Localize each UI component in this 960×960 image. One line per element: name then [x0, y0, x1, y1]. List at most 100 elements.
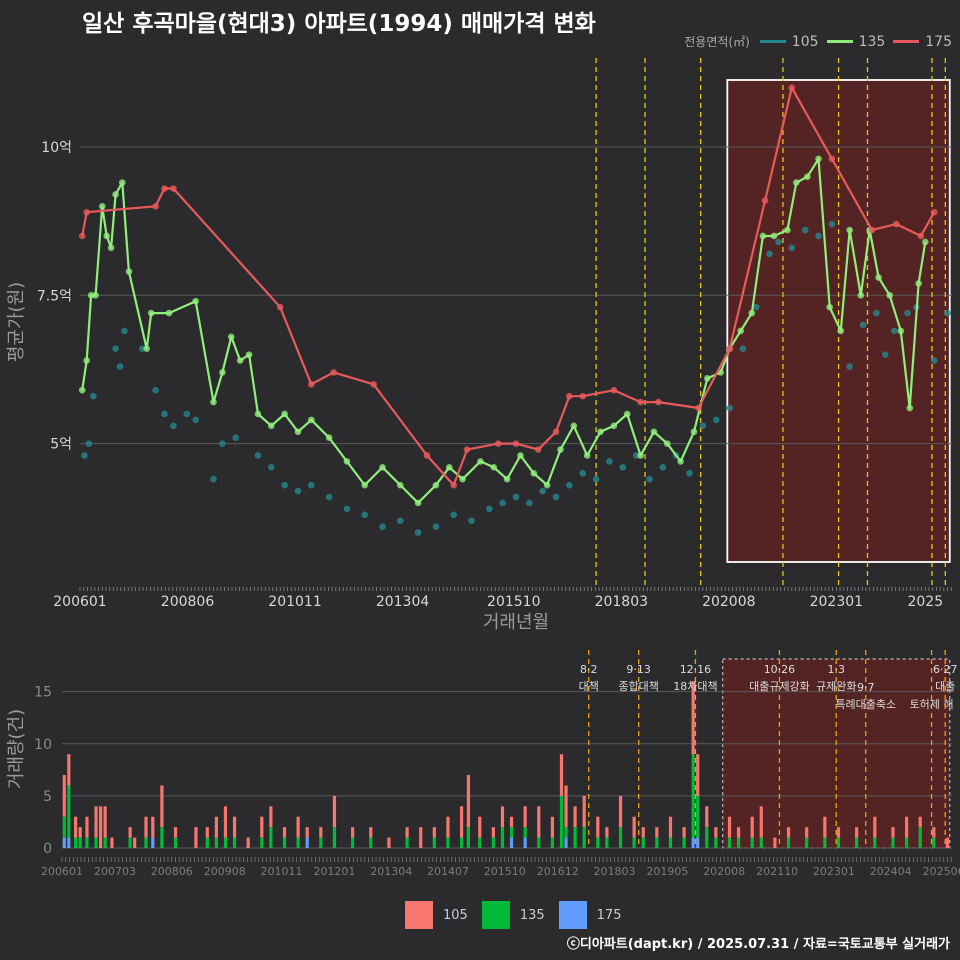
data-point-175	[308, 380, 315, 388]
data-point-105	[752, 303, 760, 311]
bar-segment-135	[405, 837, 409, 848]
data-point-105	[766, 250, 773, 258]
data-point-135	[281, 410, 288, 418]
data-point-175	[893, 220, 900, 228]
bar-segment-135	[103, 837, 107, 848]
bar-x-tick-label: 201905	[646, 865, 688, 878]
bar-x-tick-label: 200703	[94, 865, 136, 878]
data-point-135	[165, 309, 173, 317]
data-point-135	[219, 369, 226, 376]
bar-segment-105	[296, 816, 300, 838]
data-point-135	[804, 173, 811, 180]
bar-segment-105	[823, 816, 827, 838]
bar-legend-item-175: 175	[558, 901, 621, 929]
data-point-105	[254, 452, 262, 459]
bar-segment-105	[67, 754, 71, 786]
bar-segment-105	[110, 837, 114, 848]
event-policy-label: 규제완화	[816, 680, 856, 693]
data-point-135	[826, 303, 833, 311]
bar-segment-135	[351, 837, 355, 848]
bar-segment-135	[500, 827, 505, 848]
bar-legend-label-135: 135	[519, 907, 545, 923]
bar-y-tick-label: 10	[34, 737, 52, 753]
data-point-175	[917, 232, 925, 240]
bar-segment-105	[727, 816, 732, 838]
data-point-135	[78, 386, 86, 394]
data-point-175	[610, 386, 618, 394]
data-point-105	[183, 410, 191, 418]
data-point-175	[552, 428, 560, 436]
bar-segment-105	[282, 827, 287, 838]
bar-segment-105	[478, 816, 482, 838]
bar-segment-135	[736, 837, 741, 848]
bar-x-tick-label: 201510	[484, 865, 526, 878]
bar-segment-135	[369, 837, 373, 848]
data-point-135	[737, 327, 744, 335]
data-point-135	[268, 422, 275, 430]
bar-segment-175	[67, 837, 71, 848]
bar-segment-135	[573, 827, 577, 848]
data-point-105	[526, 499, 533, 507]
bar-segment-175	[523, 837, 527, 848]
bar-segment-105	[319, 827, 323, 838]
bar-x-tick-label: 202110	[756, 865, 798, 878]
data-point-105	[379, 523, 386, 530]
data-point-175	[450, 481, 458, 489]
x-tick-label: 202301	[810, 594, 863, 610]
bar-y-tick-label: 5	[43, 789, 52, 805]
data-point-105	[739, 345, 747, 352]
data-point-135	[517, 452, 524, 459]
data-point-175	[83, 208, 90, 216]
bar-segment-105	[918, 816, 922, 828]
data-point-175	[463, 446, 471, 453]
data-point-135	[690, 428, 698, 436]
bar-segment-105	[582, 795, 586, 828]
bar-legend-label-105: 105	[443, 907, 468, 923]
data-point-105	[726, 404, 733, 412]
data-point-105	[619, 464, 627, 471]
data-point-135	[147, 309, 155, 317]
bar-segment-105	[605, 827, 609, 838]
data-point-135	[477, 458, 484, 465]
data-point-135	[361, 481, 369, 489]
data-point-105	[788, 244, 796, 252]
data-point-105	[414, 529, 422, 536]
data-point-135	[837, 327, 845, 335]
bar-segment-105	[932, 827, 936, 838]
data-point-135	[245, 351, 253, 358]
data-point-105	[468, 517, 475, 525]
bar-segment-135	[214, 837, 218, 848]
bar-segment-105	[855, 827, 859, 838]
bar-segment-135	[918, 827, 922, 848]
bar-segment-105	[736, 827, 741, 838]
data-point-105	[828, 220, 836, 228]
bar-segment-105	[714, 827, 718, 838]
event-date-label: 1·3	[827, 663, 845, 676]
bar-x-tick-label: 200601	[41, 865, 83, 878]
data-point-105	[397, 517, 404, 525]
bar-segment-135	[559, 795, 564, 848]
bar-segment-105	[668, 816, 673, 838]
bar-segment-135	[509, 827, 514, 838]
data-point-105	[210, 475, 217, 483]
data-point-105	[81, 452, 88, 459]
bar-segment-175	[151, 837, 155, 848]
data-point-135	[663, 440, 671, 447]
data-point-135	[236, 357, 244, 364]
data-point-135	[227, 333, 235, 341]
bar-segment-135	[205, 837, 209, 848]
bar-segment-105	[232, 816, 237, 838]
bar-segment-105	[128, 827, 132, 838]
data-point-105	[343, 505, 351, 513]
data-point-105	[268, 464, 275, 471]
legend-top: 전용면적(㎡) 105 135 175	[684, 33, 952, 50]
bar-x-tick-label: 201304	[370, 865, 412, 878]
event-date-label: 12·16	[680, 663, 712, 676]
data-point-135	[637, 452, 644, 459]
data-point-135	[414, 499, 422, 507]
bar-segment-105	[98, 806, 103, 848]
bar-segment-105	[509, 816, 514, 828]
data-point-105	[121, 327, 128, 335]
bar-segment-105	[151, 816, 155, 838]
